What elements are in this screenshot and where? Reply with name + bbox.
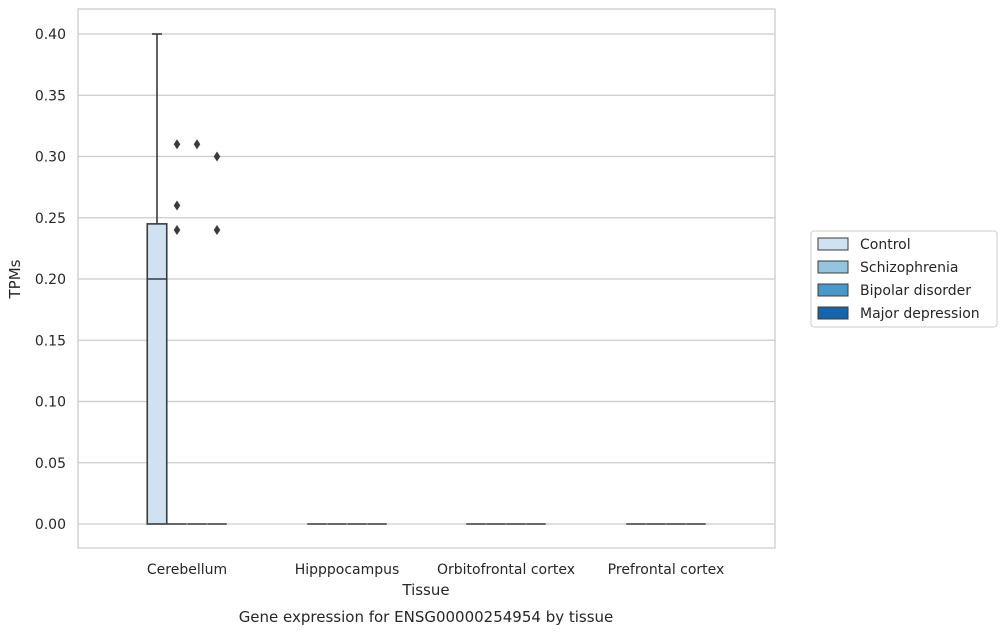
outlier-point [213,151,221,162]
outlier-point [213,225,221,235]
x-tick-label: Cerebellum [147,562,227,578]
x-tick-label: Prefrontal cortex [608,562,725,578]
y-tick-label: 0.05 [35,456,66,472]
legend-swatch [817,283,849,297]
y-tick-label: 0.10 [35,395,66,411]
box-series [146,33,706,525]
y-axis-title: TPMs [6,259,24,299]
legend-frame [810,230,998,328]
legend-swatch [817,306,849,320]
box [146,223,168,525]
plot-frame [77,8,776,549]
y-tick-label: 0.30 [35,150,66,166]
y-tick-label: 0.15 [35,333,66,349]
legend: Control Schizophrenia Bipolar disorder Majo… [810,230,998,328]
y-tick-label: 0.25 [35,211,66,227]
legend-swatch [817,260,849,274]
y-tick-label: 0.40 [35,27,66,43]
y-tick-labels: 0.00 0.05 0.10 0.15 0.20 0.25 0.30 0.35 0.40 [35,27,66,533]
legend-label: Schizophrenia [860,260,958,276]
legend-label: Bipolar disorder [860,283,971,299]
y-tick-label: 0.00 [35,517,66,533]
outlier-point [173,139,181,150]
x-axis-title: Tissue [401,581,449,599]
x-tick-label: Hipppocampus [295,562,400,578]
outlier-point [173,225,181,235]
x-tick-label: Orbitofrontal cortex [437,562,575,578]
legend-swatch [817,237,849,251]
legend-label: Control [860,237,911,253]
x-tick-labels: Cerebellum Hipppocampus Orbitofrontal cort… [147,562,724,578]
legend-label: Major depression [860,306,980,322]
chart-caption: Gene expression for ENSG00000254954 by t… [239,608,614,626]
y-tick-label: 0.20 [35,272,66,288]
legend-items: Control Schizophrenia Bipolar disorder Majo… [817,237,980,322]
outlier-point [193,139,201,150]
y-tick-label: 0.35 [35,88,66,104]
outlier-point [173,200,181,211]
